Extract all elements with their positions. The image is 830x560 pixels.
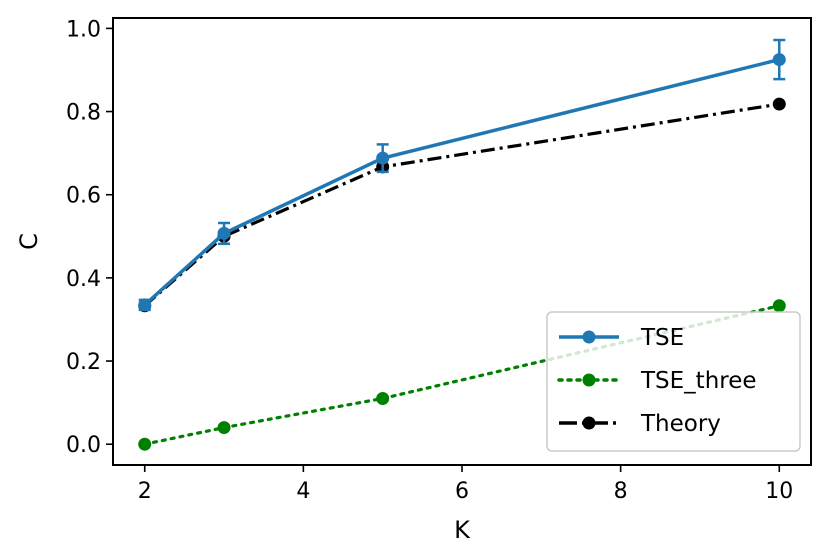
series-line — [143, 57, 780, 307]
y-tick-label: 0.4 — [66, 267, 101, 292]
data-point — [376, 151, 390, 165]
data-point — [138, 437, 152, 451]
x-axis-label: K — [454, 516, 471, 544]
data-point — [772, 299, 786, 313]
y-tick-label: 0.6 — [66, 184, 101, 209]
x-tick-label: 6 — [455, 479, 469, 504]
x-tick-label: 2 — [138, 479, 152, 504]
series-tse — [138, 38, 786, 312]
y-axis-label: C — [15, 233, 43, 250]
data-point — [772, 53, 786, 67]
x-tick-label: 10 — [765, 479, 793, 504]
axis-ticks: 2 4 6 8 10 0.0 0.2 0.4 0.6 0.8 1.0 — [66, 17, 793, 504]
x-tick-label: 4 — [296, 479, 310, 504]
legend-entry: Theory — [559, 411, 721, 437]
data-point — [138, 298, 152, 312]
legend-entry: TSE — [559, 325, 684, 351]
data-point — [217, 226, 231, 240]
y-tick-label: 0.8 — [66, 101, 101, 126]
legend-marker — [582, 330, 596, 344]
legend-box — [546, 311, 801, 452]
legend-label: Theory — [640, 411, 721, 437]
series-tse-three — [138, 299, 786, 451]
series-line — [143, 102, 780, 307]
legend-entry: TSE_three — [557, 368, 757, 394]
data-point — [376, 391, 390, 405]
x-tick-label: 8 — [614, 479, 628, 504]
legend-label: TSE — [640, 325, 684, 351]
y-tick-label: 1.0 — [66, 17, 101, 42]
y-tick-label: 0.0 — [66, 433, 101, 458]
data-point — [217, 421, 231, 435]
plot-area — [138, 38, 786, 451]
y-tick-label: 0.2 — [66, 350, 101, 375]
legend-marker — [582, 416, 596, 430]
data-point — [772, 97, 786, 111]
legend-label: TSE_three — [640, 368, 757, 394]
legend: TSE TSE_three Theory — [546, 311, 801, 452]
series-theory — [138, 97, 786, 313]
series-line — [143, 304, 781, 446]
legend-marker — [582, 373, 596, 387]
